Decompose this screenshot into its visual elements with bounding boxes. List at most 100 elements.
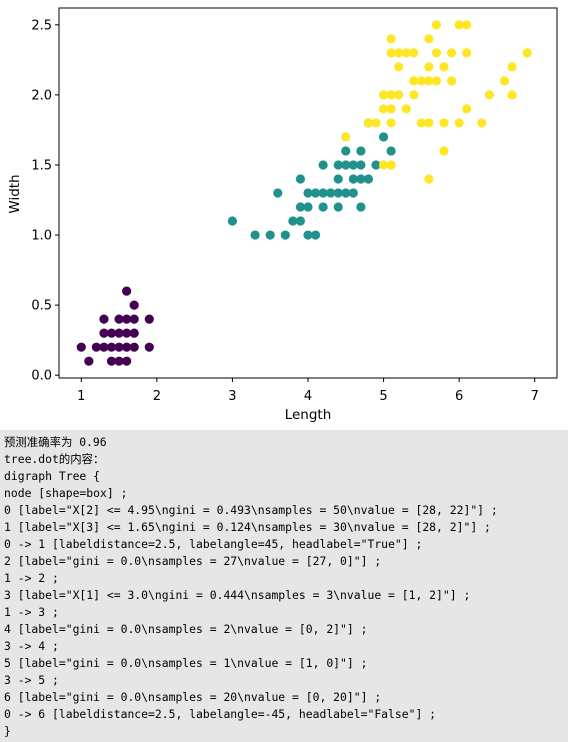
data-point [348, 188, 358, 198]
data-point [386, 160, 396, 170]
data-point [341, 188, 351, 198]
output-line: 4 [label="gini = 0.0\nsamples = 2\nvalue… [4, 622, 368, 636]
data-point [378, 132, 389, 142]
data-point [356, 146, 366, 156]
data-point [439, 62, 449, 72]
data-point [333, 202, 343, 212]
output-line: 0 [label="X[2] <= 4.95\ngini = 0.493\nsa… [4, 503, 498, 517]
data-point [386, 48, 396, 58]
data-point [129, 342, 139, 352]
data-point [280, 230, 290, 240]
data-point [227, 216, 238, 226]
data-point [522, 48, 532, 58]
y-tick-label: 2.5 [31, 18, 52, 33]
data-point [416, 118, 426, 128]
data-point [431, 48, 442, 58]
data-point [265, 230, 275, 240]
data-point [356, 160, 366, 170]
axis-ticks: 1 2 3 4 5 6 7 0.0 0.5 1.0 1.5 2.0 2.5 [31, 18, 539, 404]
output-line: tree.dot的内容： [4, 452, 105, 466]
data-point [378, 160, 389, 170]
data-point [91, 342, 102, 352]
data-point [394, 90, 404, 100]
data-point [507, 90, 517, 100]
x-tick-label: 4 [304, 389, 312, 404]
data-point [273, 188, 283, 198]
data-point [341, 146, 351, 156]
y-tick-label: 1.0 [31, 229, 52, 244]
data-point [424, 62, 434, 72]
data-point [477, 118, 487, 128]
data-point [348, 174, 358, 184]
data-point [122, 314, 132, 324]
data-point [250, 230, 260, 240]
data-point [303, 202, 313, 212]
data-point [295, 202, 306, 212]
data-point [386, 118, 396, 128]
output-line: 0 -> 6 [labeldistance=2.5, labelangle=-4… [4, 707, 437, 721]
data-point [462, 104, 472, 114]
data-point [341, 160, 351, 170]
output-line: 3 -> 5 ; [4, 673, 59, 687]
x-tick-label: 2 [153, 389, 161, 404]
y-tick-label: 1.5 [31, 158, 52, 173]
x-axis-label: Length [285, 407, 332, 423]
scatter-plot-figure: 1 2 3 4 5 6 7 0.0 0.5 1.0 1.5 2.0 2.5 Length Width [7, 7, 558, 423]
data-point [318, 202, 328, 212]
data-point [310, 188, 321, 198]
data-point [114, 342, 124, 352]
output-line: 6 [label="gini = 0.0\nsamples = 20\nvalu… [4, 690, 382, 704]
data-point [318, 188, 328, 198]
data-point [326, 188, 336, 198]
data-point [106, 356, 117, 366]
data-point [386, 90, 396, 100]
output-line: node [shape=box] ; [4, 486, 128, 500]
output-line: 3 -> 4 ; [4, 639, 59, 653]
x-tick-label: 6 [455, 389, 463, 404]
data-point [386, 104, 396, 114]
data-point [439, 118, 449, 128]
output-line: digraph Tree { [4, 469, 101, 483]
data-point [446, 76, 457, 86]
data-point [303, 230, 313, 240]
data-point [409, 48, 419, 58]
output-line: 1 -> 2 ; [4, 571, 59, 585]
data-point [144, 314, 154, 324]
data-point [439, 146, 449, 156]
data-point [129, 300, 139, 310]
x-tick-label: 3 [228, 389, 236, 404]
data-point [401, 48, 411, 58]
data-point [386, 34, 396, 44]
data-point [424, 174, 434, 184]
data-point [363, 118, 374, 128]
data-point [507, 62, 517, 72]
output-line: 预测准确率为 0.96 [4, 435, 107, 449]
y-tick-label: 0.0 [31, 369, 52, 384]
data-point [401, 104, 411, 114]
data-point [378, 104, 389, 114]
output-line: 1 -> 3 ; [4, 605, 59, 619]
data-point [341, 132, 351, 142]
data-point [484, 90, 494, 100]
y-axis-label: Width [7, 174, 23, 213]
data-point [99, 342, 109, 352]
data-point [409, 76, 419, 86]
y-tick-label: 2.0 [31, 88, 52, 103]
data-point [348, 160, 358, 170]
data-point [333, 188, 343, 198]
data-point [462, 20, 472, 30]
data-point [99, 314, 109, 324]
data-point [424, 118, 434, 128]
output-line: 1 [label="X[3] <= 1.65\ngini = 0.124\nsa… [4, 520, 491, 534]
output-line: 2 [label="gini = 0.0\nsamples = 27\nvalu… [4, 554, 382, 568]
data-point [431, 20, 442, 30]
data-point [371, 160, 381, 170]
data-point [99, 328, 109, 338]
data-point [394, 62, 404, 72]
y-tick-label: 0.5 [31, 299, 52, 314]
data-point [454, 118, 464, 128]
data-point [288, 216, 298, 226]
data-point [295, 216, 306, 226]
data-point [122, 286, 132, 296]
data-point [431, 76, 442, 86]
